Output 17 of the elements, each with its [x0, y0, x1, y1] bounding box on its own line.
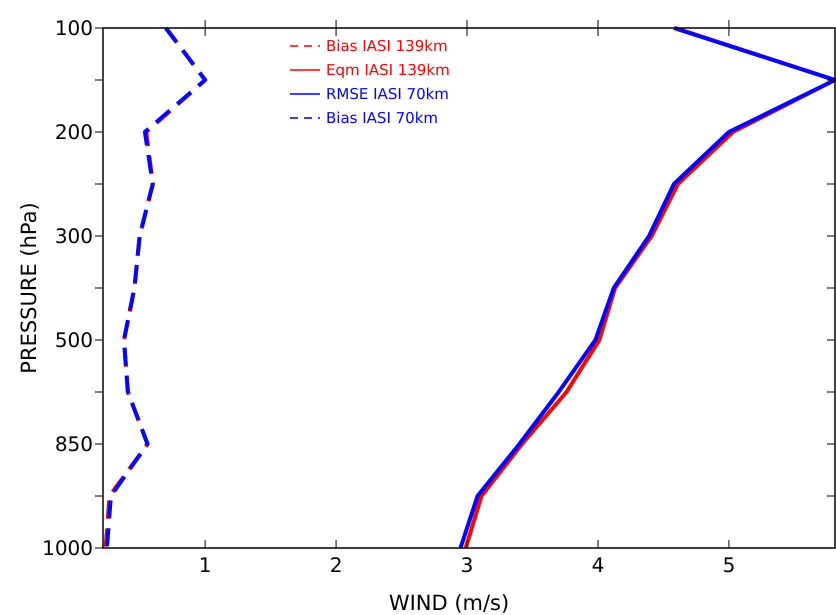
x-tick-label: 4	[592, 553, 604, 577]
x-tick-label: 2	[330, 553, 342, 577]
y-tick-label: 200	[54, 120, 93, 144]
x-tick-label: 3	[460, 553, 474, 577]
x-tick-label: 5	[722, 553, 736, 577]
y-axis-title: PRESSURE (hPa)	[17, 202, 41, 374]
x-tick-label: 1	[198, 553, 212, 577]
y-tick-label: 850	[54, 432, 93, 456]
legend-label: Bias IASI 139km	[326, 37, 448, 55]
legend-label: Bias IASI 70km	[326, 109, 438, 127]
legend-label: RMSE IASI 70km	[326, 85, 449, 103]
legend-label: Eqm IASI 139km	[326, 61, 450, 79]
y-tick-label: 300	[54, 224, 93, 248]
y-tick-label: 100	[54, 16, 93, 40]
y-tick-label: 500	[54, 328, 93, 352]
x-axis-title: WIND (m/s)	[388, 591, 510, 615]
y-tick-label: 1000	[42, 536, 93, 560]
